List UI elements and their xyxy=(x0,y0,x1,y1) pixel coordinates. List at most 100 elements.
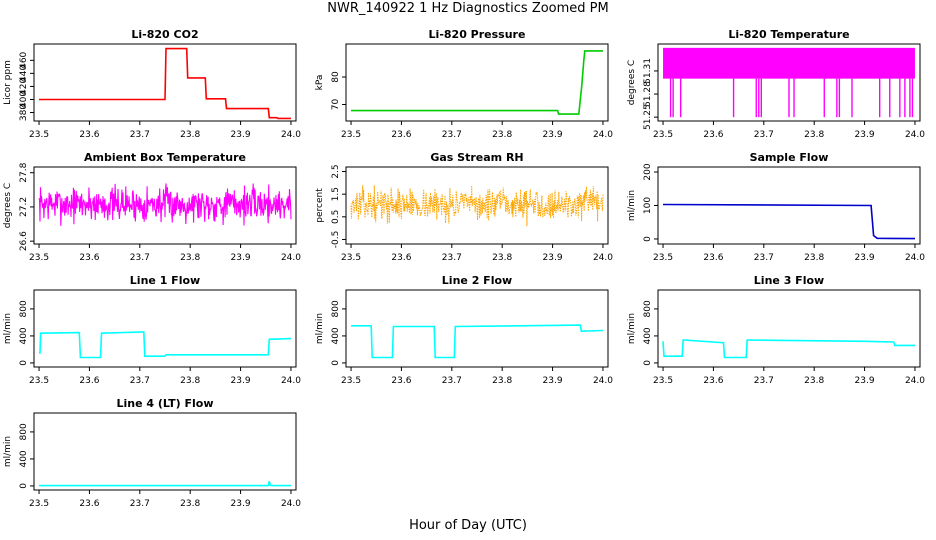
x-tick-label: 23.8 xyxy=(804,253,824,263)
plot-data xyxy=(351,50,603,115)
panel-title: Sample Flow xyxy=(750,151,829,164)
x-tick-label: 23.6 xyxy=(391,253,411,263)
panel-title: Gas Stream RH xyxy=(430,151,523,164)
x-tick-label: 24.0 xyxy=(593,253,613,263)
y-tick-label: 51.25 xyxy=(643,104,653,130)
panel-5: Gas Stream RH percent 23.5 23.6 23.7 23.8 23.9… xyxy=(315,151,613,263)
x-tick-label: 23.9 xyxy=(231,130,251,140)
x-tick-label: 23.8 xyxy=(180,499,200,509)
plot-data xyxy=(39,331,292,359)
y-tick-label: 800 xyxy=(19,423,29,440)
y-tick-label: 400 xyxy=(19,450,29,467)
y-tick-label: 400 xyxy=(331,327,341,344)
x-tick-label: 23.6 xyxy=(703,376,723,386)
x-tick-label: 23.6 xyxy=(79,376,99,386)
x-tick-label: 24.0 xyxy=(593,130,613,140)
y-tick-label: 51.31 xyxy=(643,58,653,84)
x-tick-label: 23.9 xyxy=(231,376,251,386)
x-tick-label: 24.0 xyxy=(593,376,613,386)
x-tick-label: 23.6 xyxy=(703,130,723,140)
plot-frame xyxy=(345,166,609,245)
x-tick-label: 23.9 xyxy=(855,376,875,386)
x-tick-label: 23.5 xyxy=(29,376,49,386)
series-line xyxy=(39,331,292,359)
panel-title: Li-820 Pressure xyxy=(429,28,526,41)
panel-4: Ambient Box Temperature degrees C 23.5 23.6… xyxy=(3,151,301,263)
plot-frame xyxy=(657,289,921,368)
plot-frame xyxy=(345,43,609,122)
y-tick-label: 1.5 xyxy=(331,187,341,201)
panel-title: Ambient Box Temperature xyxy=(84,151,246,164)
plot-data xyxy=(38,183,292,226)
y-tick-label: 2.5 xyxy=(331,164,341,178)
y-tick-label: 0 xyxy=(19,483,29,489)
temperature-band xyxy=(663,47,915,79)
x-tick-label: 23.8 xyxy=(492,376,512,386)
x-tick-label: 23.9 xyxy=(855,130,875,140)
x-tick-label: 23.7 xyxy=(754,130,774,140)
x-tick-label: 23.7 xyxy=(442,376,462,386)
panel-title: Li-820 Temperature xyxy=(728,28,849,41)
x-tick-label: 24.0 xyxy=(905,253,925,263)
x-tick-label: 23.5 xyxy=(653,376,673,386)
y-tick-label: 0 xyxy=(643,236,653,242)
y-axis-label: degrees C xyxy=(3,183,13,228)
x-tick-label: 23.8 xyxy=(180,253,200,263)
y-tick-label: 380 xyxy=(19,104,29,121)
y-axis-label: ml/min xyxy=(627,313,637,344)
x-tick-label: 23.7 xyxy=(130,376,150,386)
x-tick-label: 23.9 xyxy=(543,130,563,140)
x-tick-label: 23.5 xyxy=(29,499,49,509)
panel-1: Li-820 CO2 Licor ppm 23.5 23.6 23.7 23.8 23.9 2… xyxy=(3,28,301,140)
y-axis-label: percent xyxy=(315,188,325,223)
plot-frame xyxy=(33,166,297,245)
y-tick-label: 70 xyxy=(331,99,341,111)
y-axis-label: ml/min xyxy=(3,313,13,344)
x-tick-label: 23.7 xyxy=(442,130,462,140)
noisy-series xyxy=(38,183,292,226)
x-tick-label: 23.6 xyxy=(703,253,723,263)
y-axis-label: ml/min xyxy=(627,190,637,221)
x-tick-label: 23.5 xyxy=(341,253,361,263)
x-tick-label: 23.6 xyxy=(79,499,99,509)
plot-data xyxy=(350,185,604,227)
x-tick-label: 24.0 xyxy=(905,376,925,386)
panel-title: Li-820 CO2 xyxy=(131,28,198,41)
plot-data xyxy=(662,339,915,359)
y-tick-label: 0 xyxy=(643,360,653,366)
plot-data xyxy=(39,47,291,120)
y-axis-label: ml/min xyxy=(315,313,325,344)
x-tick-label: 23.9 xyxy=(543,253,563,263)
y-tick-label: 0 xyxy=(331,360,341,366)
x-tick-label: 23.7 xyxy=(442,253,462,263)
plot-frame xyxy=(657,43,921,122)
y-axis-label: degrees C xyxy=(627,60,637,105)
x-tick-label: 23.6 xyxy=(391,130,411,140)
x-tick-label: 23.5 xyxy=(341,130,361,140)
x-tick-label: 23.5 xyxy=(653,253,673,263)
panel-9: Line 3 Flow ml/min 23.5 23.6 23.7 23.8 23.9 24.… xyxy=(627,274,925,386)
x-tick-label: 24.0 xyxy=(905,130,925,140)
x-tick-label: 23.8 xyxy=(492,130,512,140)
series-line xyxy=(39,47,291,120)
y-axis-label: ml/min xyxy=(3,436,13,467)
panel-7: Line 1 Flow ml/min 23.5 23.6 23.7 23.8 23.9 24.… xyxy=(3,274,301,386)
y-tick-label: 27.2 xyxy=(19,197,29,217)
x-tick-label: 23.6 xyxy=(391,376,411,386)
y-tick-label: 460 xyxy=(19,51,29,68)
y-tick-label: 51.28 xyxy=(643,81,653,107)
panel-6: Sample Flow ml/min 23.5 23.6 23.7 23.8 23.9 24.… xyxy=(627,151,925,263)
x-tick-label: 23.8 xyxy=(804,376,824,386)
figure-x-axis-label: Hour of Day (UTC) xyxy=(409,518,527,533)
y-tick-label: 800 xyxy=(19,300,29,317)
x-tick-label: 23.6 xyxy=(79,253,99,263)
x-tick-label: 23.5 xyxy=(653,130,673,140)
y-axis-label: kPa xyxy=(315,75,325,91)
y-tick-label: 0.5 xyxy=(331,210,341,224)
panel-title: Line 2 Flow xyxy=(442,274,512,287)
x-tick-label: 23.7 xyxy=(130,130,150,140)
y-tick-label: 440 xyxy=(19,65,29,82)
panel-3: Li-820 Temperature degrees C 23.5 23.6 23.7 2… xyxy=(627,28,925,140)
x-tick-label: 23.9 xyxy=(855,253,875,263)
